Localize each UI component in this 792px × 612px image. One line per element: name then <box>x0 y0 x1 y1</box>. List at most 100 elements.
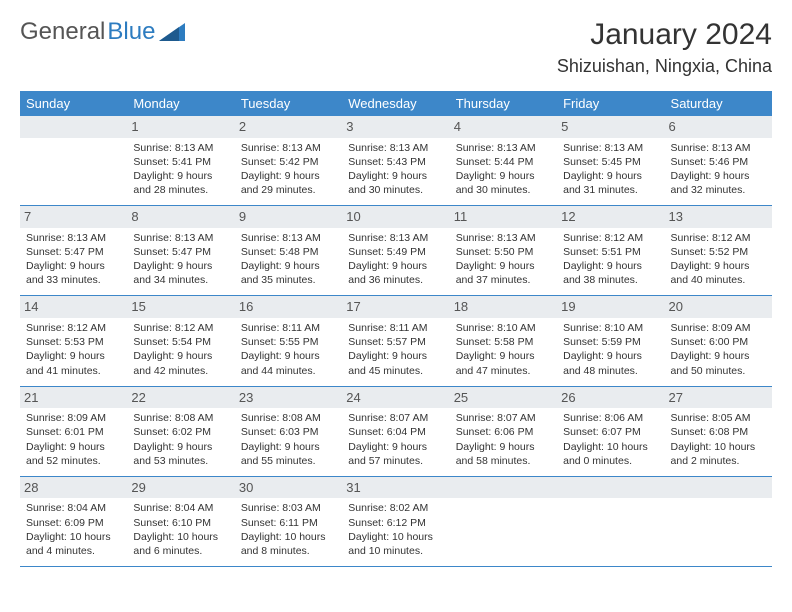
daylight1-text: Daylight: 9 hours <box>241 349 336 363</box>
logo-triangle-icon <box>159 23 185 41</box>
day-number: 27 <box>665 387 772 409</box>
daylight1-text: Daylight: 9 hours <box>456 349 551 363</box>
day-details: Sunrise: 8:13 AMSunset: 5:46 PMDaylight:… <box>669 141 768 198</box>
day-number <box>665 477 772 499</box>
daylight1-text: Daylight: 9 hours <box>563 169 658 183</box>
daylight2-text: and 40 minutes. <box>671 273 766 287</box>
sunset-text: Sunset: 6:03 PM <box>241 425 336 439</box>
sunset-text: Sunset: 6:12 PM <box>348 516 443 530</box>
sunset-text: Sunset: 5:55 PM <box>241 335 336 349</box>
sunset-text: Sunset: 5:52 PM <box>671 245 766 259</box>
day-number: 29 <box>127 477 234 499</box>
daylight2-text: and 47 minutes. <box>456 364 551 378</box>
sunrise-text: Sunrise: 8:05 AM <box>671 411 766 425</box>
daylight2-text: and 29 minutes. <box>241 183 336 197</box>
calendar-week-row: 28Sunrise: 8:04 AMSunset: 6:09 PMDayligh… <box>20 476 772 566</box>
calendar-day-cell: 13Sunrise: 8:12 AMSunset: 5:52 PMDayligh… <box>665 206 772 296</box>
daylight2-text: and 58 minutes. <box>456 454 551 468</box>
day-number <box>450 477 557 499</box>
sunrise-text: Sunrise: 8:10 AM <box>456 321 551 335</box>
logo: GeneralBlue <box>20 18 185 46</box>
sunset-text: Sunset: 6:11 PM <box>241 516 336 530</box>
weekday-header: Saturday <box>665 91 772 116</box>
sunset-text: Sunset: 6:01 PM <box>26 425 121 439</box>
day-details: Sunrise: 8:06 AMSunset: 6:07 PMDaylight:… <box>561 411 660 468</box>
calendar-day-cell: 26Sunrise: 8:06 AMSunset: 6:07 PMDayligh… <box>557 386 664 476</box>
sunrise-text: Sunrise: 8:13 AM <box>671 141 766 155</box>
sunset-text: Sunset: 5:48 PM <box>241 245 336 259</box>
day-number: 3 <box>342 116 449 138</box>
day-number: 17 <box>342 296 449 318</box>
sunrise-text: Sunrise: 8:08 AM <box>133 411 228 425</box>
daylight2-text: and 37 minutes. <box>456 273 551 287</box>
daylight2-text: and 30 minutes. <box>456 183 551 197</box>
sunset-text: Sunset: 5:47 PM <box>26 245 121 259</box>
calendar-day-cell <box>665 476 772 566</box>
daylight2-text: and 42 minutes. <box>133 364 228 378</box>
sunrise-text: Sunrise: 8:12 AM <box>563 231 658 245</box>
day-details: Sunrise: 8:10 AMSunset: 5:58 PMDaylight:… <box>454 321 553 378</box>
day-details: Sunrise: 8:13 AMSunset: 5:44 PMDaylight:… <box>454 141 553 198</box>
sunset-text: Sunset: 6:04 PM <box>348 425 443 439</box>
day-number: 30 <box>235 477 342 499</box>
day-details: Sunrise: 8:05 AMSunset: 6:08 PMDaylight:… <box>669 411 768 468</box>
day-number: 4 <box>450 116 557 138</box>
day-number <box>557 477 664 499</box>
calendar-day-cell: 27Sunrise: 8:05 AMSunset: 6:08 PMDayligh… <box>665 386 772 476</box>
month-title: January 2024 <box>557 18 772 52</box>
calendar-day-cell: 6Sunrise: 8:13 AMSunset: 5:46 PMDaylight… <box>665 116 772 206</box>
logo-text-2: Blue <box>107 18 155 46</box>
calendar-week-row: 14Sunrise: 8:12 AMSunset: 5:53 PMDayligh… <box>20 296 772 386</box>
daylight2-text: and 57 minutes. <box>348 454 443 468</box>
day-number: 26 <box>557 387 664 409</box>
daylight2-text: and 32 minutes. <box>671 183 766 197</box>
weekday-header: Tuesday <box>235 91 342 116</box>
day-details: Sunrise: 8:11 AMSunset: 5:55 PMDaylight:… <box>239 321 338 378</box>
day-number: 11 <box>450 206 557 228</box>
day-details: Sunrise: 8:02 AMSunset: 6:12 PMDaylight:… <box>346 501 445 558</box>
sunrise-text: Sunrise: 8:13 AM <box>456 231 551 245</box>
sunset-text: Sunset: 6:08 PM <box>671 425 766 439</box>
calendar-day-cell <box>557 476 664 566</box>
sunrise-text: Sunrise: 8:07 AM <box>348 411 443 425</box>
sunset-text: Sunset: 5:58 PM <box>456 335 551 349</box>
daylight2-text: and 10 minutes. <box>348 544 443 558</box>
header: GeneralBlue January 2024 Shizuishan, Nin… <box>20 18 772 77</box>
day-number: 2 <box>235 116 342 138</box>
day-details: Sunrise: 8:13 AMSunset: 5:48 PMDaylight:… <box>239 231 338 288</box>
calendar-day-cell: 28Sunrise: 8:04 AMSunset: 6:09 PMDayligh… <box>20 476 127 566</box>
daylight2-text: and 36 minutes. <box>348 273 443 287</box>
calendar-day-cell: 1Sunrise: 8:13 AMSunset: 5:41 PMDaylight… <box>127 116 234 206</box>
day-details: Sunrise: 8:12 AMSunset: 5:54 PMDaylight:… <box>131 321 230 378</box>
daylight2-text: and 41 minutes. <box>26 364 121 378</box>
sunrise-text: Sunrise: 8:11 AM <box>241 321 336 335</box>
daylight1-text: Daylight: 10 hours <box>671 440 766 454</box>
daylight1-text: Daylight: 9 hours <box>563 259 658 273</box>
day-number: 20 <box>665 296 772 318</box>
day-details: Sunrise: 8:08 AMSunset: 6:02 PMDaylight:… <box>131 411 230 468</box>
weekday-header: Sunday <box>20 91 127 116</box>
day-number: 22 <box>127 387 234 409</box>
weekday-header-row: Sunday Monday Tuesday Wednesday Thursday… <box>20 91 772 116</box>
sunrise-text: Sunrise: 8:13 AM <box>348 231 443 245</box>
calendar-day-cell: 23Sunrise: 8:08 AMSunset: 6:03 PMDayligh… <box>235 386 342 476</box>
day-details: Sunrise: 8:09 AMSunset: 6:01 PMDaylight:… <box>24 411 123 468</box>
sunrise-text: Sunrise: 8:08 AM <box>241 411 336 425</box>
daylight1-text: Daylight: 10 hours <box>563 440 658 454</box>
sunset-text: Sunset: 5:46 PM <box>671 155 766 169</box>
daylight1-text: Daylight: 9 hours <box>26 440 121 454</box>
daylight1-text: Daylight: 9 hours <box>241 440 336 454</box>
sunset-text: Sunset: 5:44 PM <box>456 155 551 169</box>
day-number: 19 <box>557 296 664 318</box>
calendar-day-cell: 25Sunrise: 8:07 AMSunset: 6:06 PMDayligh… <box>450 386 557 476</box>
day-number <box>20 116 127 138</box>
day-number: 13 <box>665 206 772 228</box>
weekday-header: Thursday <box>450 91 557 116</box>
sunrise-text: Sunrise: 8:13 AM <box>26 231 121 245</box>
sunrise-text: Sunrise: 8:13 AM <box>241 231 336 245</box>
daylight1-text: Daylight: 9 hours <box>348 259 443 273</box>
sunset-text: Sunset: 5:45 PM <box>563 155 658 169</box>
sunrise-text: Sunrise: 8:13 AM <box>456 141 551 155</box>
calendar-day-cell <box>450 476 557 566</box>
day-details: Sunrise: 8:04 AMSunset: 6:09 PMDaylight:… <box>24 501 123 558</box>
